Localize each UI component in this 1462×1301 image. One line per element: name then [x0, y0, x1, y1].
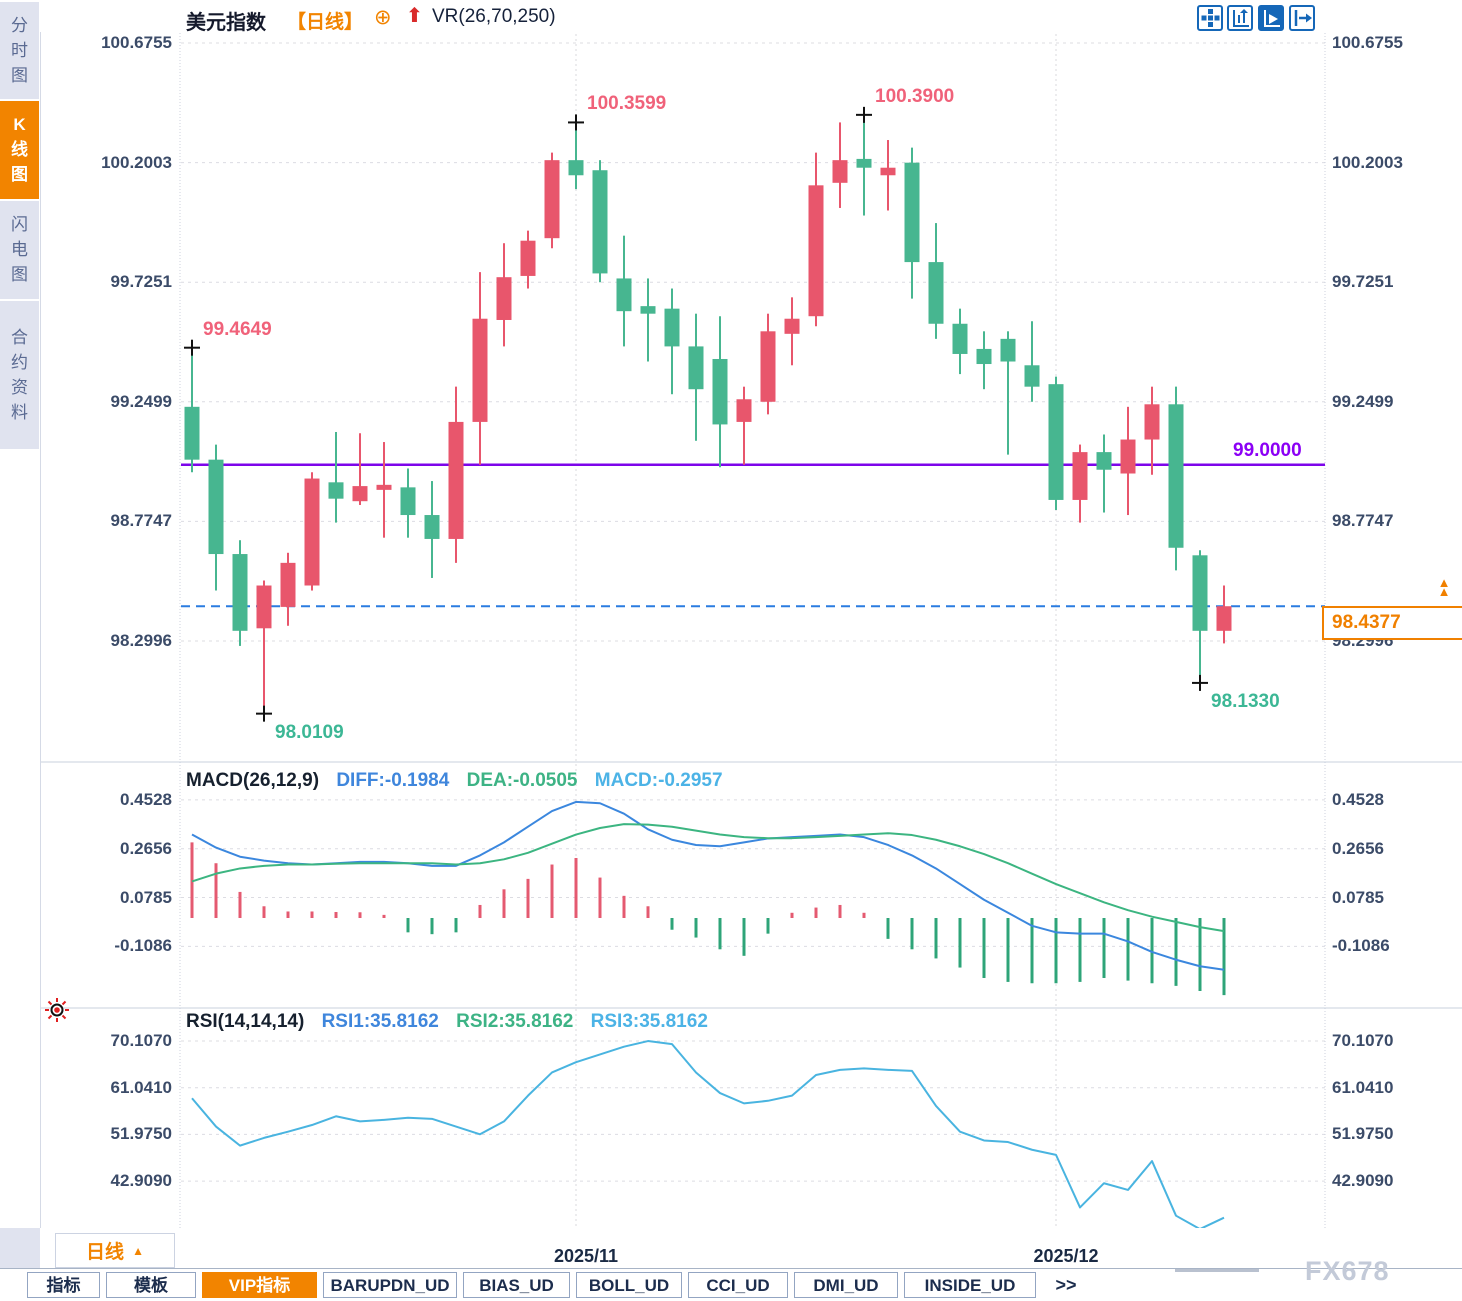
y-axis-label-right: 42.9090 — [1332, 1171, 1394, 1191]
horizontal-line-label: 99.0000 — [1233, 440, 1302, 461]
triangle-up-icon: ▲ — [132, 1243, 144, 1258]
y-axis-label-right: 0.2656 — [1332, 838, 1384, 858]
annotation-low: 98.1330 — [1211, 690, 1280, 712]
y-axis-label-left: 42.9090 — [110, 1171, 172, 1191]
y-axis-label-right: -0.1086 — [1332, 936, 1390, 956]
y-axis-label-left: 98.2996 — [110, 630, 172, 650]
y-axis-label-left: 99.2499 — [110, 391, 172, 411]
x-axis-month-label: 2025/11 — [553, 1246, 619, 1266]
annotation-high: 99.4649 — [203, 318, 272, 340]
sidebar-tab-char: 图 — [11, 165, 28, 184]
y-axis-label-right: 51.9750 — [1332, 1124, 1394, 1144]
bottom-tab-BIAS_UD[interactable]: BIAS_UD — [463, 1272, 570, 1298]
rsi2-value: RSI2:35.8162 — [456, 1011, 574, 1032]
bottom-tab-模板[interactable]: 模板 — [106, 1272, 196, 1298]
crosshair-pan-icon[interactable] — [1197, 5, 1223, 31]
sidebar-tab-char: 料 — [11, 402, 28, 422]
bottom-tab-BOLL_UD[interactable]: BOLL_UD — [576, 1272, 682, 1298]
bottom-tab-BARUPDN_UD[interactable]: BARUPDN_UD — [323, 1272, 457, 1298]
indicator-settings-sun-icon[interactable] — [44, 997, 70, 1023]
y-axis-label-left: 70.1070 — [110, 1031, 172, 1050]
y-axis-label-right: 99.2499 — [1332, 391, 1394, 411]
up-triangle-icon: ▲ — [1437, 584, 1451, 599]
macd-header: MACD(26,12,9) DIFF:-0.1984 DEA:-0.0505 M… — [186, 770, 723, 792]
y-axis-label-left: -0.1086 — [114, 936, 172, 956]
y-axis-label-right: 99.7251 — [1332, 272, 1394, 292]
rsi-title: RSI(14,14,14) — [186, 1011, 305, 1032]
bottom-tab->>[interactable]: >> — [1042, 1272, 1090, 1298]
annotation-high: 100.3599 — [587, 93, 667, 115]
sidebar-tab-char: 资 — [11, 377, 28, 397]
exit-right-icon[interactable] — [1289, 5, 1315, 31]
sidebar-tab-char: 约 — [11, 352, 28, 372]
bottom-tab-INSIDE_UD[interactable]: INSIDE_UD — [904, 1272, 1036, 1298]
macd-diff-value: DIFF:-0.1984 — [336, 770, 450, 791]
sidebar-tab-char: 电 — [11, 240, 28, 259]
fit-axis-icon[interactable] — [1227, 5, 1253, 31]
watermark-dash — [1175, 1269, 1259, 1272]
rsi3-value: RSI3:35.8162 — [590, 1011, 708, 1032]
sidebar-tab-分时图[interactable]: 分时图 — [0, 2, 39, 99]
y-axis-label-right: 0.4528 — [1332, 789, 1384, 809]
instrument-title: 美元指数 — [186, 12, 266, 34]
up-arrow-icon: ⬆ — [406, 5, 423, 27]
overlay-indicator-label[interactable]: VR(26,70,250) — [432, 6, 556, 27]
annotation-low: 98.0109 — [275, 721, 344, 743]
up-triangle-icon: ▲ — [1437, 575, 1451, 590]
bottom-tab-VIP指标[interactable]: VIP指标 — [202, 1272, 317, 1298]
y-axis-label-left: 100.2003 — [101, 152, 172, 172]
sidebar-tab-char: 时 — [11, 40, 28, 60]
y-axis-label-left: 99.7251 — [110, 272, 172, 292]
period-dropdown-label: 日线 — [86, 1242, 125, 1263]
sidebar-tab-闪电图[interactable]: 闪电图 — [0, 201, 39, 299]
bottom-tab-DMI_UD[interactable]: DMI_UD — [794, 1272, 898, 1298]
header-bar — [40, 0, 1462, 32]
y-axis-label-right: 100.6755 — [1332, 33, 1403, 52]
price-up-arrows-icon: ▲ ▲ — [1434, 575, 1454, 599]
y-axis-label-left: 0.2656 — [120, 838, 172, 858]
sidebar-tab-char: 闪 — [11, 215, 28, 234]
sidebar-tab-合约资料[interactable]: 合约资料 — [0, 301, 39, 449]
y-axis-label-left: 0.0785 — [120, 887, 172, 907]
macd-macd-value: MACD:-0.2957 — [594, 770, 723, 791]
y-axis-label-left: 51.9750 — [110, 1124, 172, 1144]
annotation-high: 100.3900 — [875, 85, 955, 107]
macd-title: MACD(26,12,9) — [186, 770, 320, 791]
rsi-header: RSI(14,14,14) RSI1:35.8162 RSI2:35.8162 … — [186, 1011, 708, 1033]
sidebar-bottom-fill — [0, 1228, 40, 1268]
current-price-box: 98.4377 — [1322, 606, 1462, 640]
y-axis-label-right: 98.7747 — [1332, 511, 1394, 531]
y-axis-label-right: 0.0785 — [1332, 887, 1384, 907]
sidebar-tab-char: 图 — [11, 265, 28, 284]
period-dropdown-button[interactable]: 日线 ▲ — [55, 1233, 175, 1268]
watermark: FX678 — [1305, 1256, 1390, 1286]
sidebar-tab-char: 线 — [11, 140, 28, 159]
rsi1-value: RSI1:35.8162 — [321, 1011, 439, 1032]
sidebar-tab-char: 分 — [11, 15, 28, 35]
x-axis-strip: 2025/11 2025/12 — [40, 1228, 1462, 1268]
x-axis-month-label: 2025/12 — [1033, 1246, 1099, 1266]
auto-scroll-icon[interactable] — [1258, 5, 1284, 31]
bottom-tab-指标[interactable]: 指标 — [27, 1272, 100, 1298]
period-tag[interactable]: 【日线】 — [287, 12, 364, 33]
y-axis-label-right: 61.0410 — [1332, 1077, 1394, 1097]
y-axis-label-left: 61.0410 — [110, 1077, 172, 1097]
y-axis-label-left: 0.4528 — [120, 789, 172, 809]
sidebar-tab-char: 合 — [11, 327, 28, 347]
y-axis-label-right: 70.1070 — [1332, 1031, 1394, 1050]
y-axis-label-right: 100.2003 — [1332, 152, 1403, 172]
macd-dea-value: DEA:-0.0505 — [466, 770, 578, 791]
bottom-tab-CCI_UD[interactable]: CCI_UD — [688, 1272, 788, 1298]
indicator-tabbar: 指标 模板 VIP指标 BARUPDN_UD BIAS_UD BOLL_UD CCI_UD D… — [0, 1268, 1462, 1301]
sidebar-tab-char: K — [13, 115, 26, 134]
sidebar-tab-char: 图 — [11, 65, 28, 85]
y-axis-label-left: 98.7747 — [110, 511, 172, 531]
add-indicator-icon[interactable]: ⊕ — [374, 6, 392, 29]
y-axis-label-left: 100.6755 — [101, 33, 172, 52]
